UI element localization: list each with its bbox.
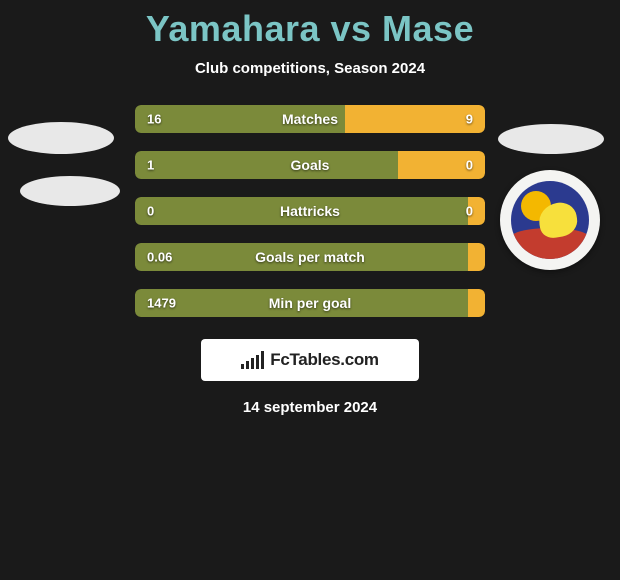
stat-rows: Matches 16 9 Goals 1 0 Hattricks 0 0 Goals per ma… <box>0 105 620 317</box>
stat-label: Min per goal <box>269 295 351 311</box>
watermark-text: FcTables.com <box>270 350 379 370</box>
watermark-bars-icon <box>241 351 264 369</box>
stat-value-right: 0 <box>466 204 473 219</box>
stat-label: Matches <box>282 111 338 127</box>
page-date: 14 september 2024 <box>0 399 620 416</box>
stat-value-left: 0.06 <box>147 250 172 265</box>
watermark: FcTables.com <box>201 339 419 381</box>
stat-row: Matches 16 9 <box>135 105 485 133</box>
stat-value-left: 16 <box>147 112 161 127</box>
stat-row: Goals per match 0.06 <box>135 243 485 271</box>
stat-label: Goals per match <box>255 249 365 265</box>
comparison-infographic: Yamahara vs Mase Club competitions, Seas… <box>0 0 620 580</box>
stat-value-right: 0 <box>466 158 473 173</box>
stat-value-left: 1 <box>147 158 154 173</box>
stat-row: Min per goal 1479 <box>135 289 485 317</box>
stat-value-right: 9 <box>466 112 473 127</box>
stat-label: Goals <box>291 157 330 173</box>
stat-label: Hattricks <box>280 203 340 219</box>
stat-row: Goals 1 0 <box>135 151 485 179</box>
stat-value-left: 0 <box>147 204 154 219</box>
page-title: Yamahara vs Mase <box>0 8 620 50</box>
page-subtitle: Club competitions, Season 2024 <box>0 60 620 77</box>
stat-row: Hattricks 0 0 <box>135 197 485 225</box>
stat-value-left: 1479 <box>147 296 176 311</box>
